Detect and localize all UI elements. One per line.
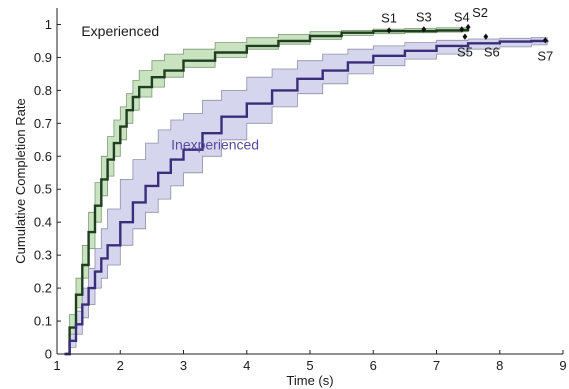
x-tick-label: 9 xyxy=(559,358,566,373)
y-tick-label: 0.9 xyxy=(34,50,52,65)
annotation-experienced: Experienced xyxy=(81,23,159,39)
y-tick-label: 0.5 xyxy=(34,182,52,197)
marker-label-s5: S5 xyxy=(457,45,473,60)
marker-label-s2: S2 xyxy=(472,5,488,20)
y-tick-label: 0.2 xyxy=(34,281,52,296)
x-tick-label: 6 xyxy=(370,358,377,373)
y-tick-label: 0.3 xyxy=(34,248,52,263)
marker-s2 xyxy=(465,23,471,31)
x-tick-label: 2 xyxy=(117,358,124,373)
x-tick-label: 4 xyxy=(243,358,250,373)
marker-s6 xyxy=(483,33,489,40)
annotation-inexperienced: Inexperienced xyxy=(171,137,259,153)
marker-label-s1: S1 xyxy=(381,10,397,25)
marker-s3 xyxy=(421,26,427,33)
series-line-experienced xyxy=(64,28,470,356)
marker-s4 xyxy=(459,26,465,33)
marker-label-s4: S4 xyxy=(454,9,470,24)
axes: 1 2 3 4 5 6 7 8 9 0 0.1 0.2 0.3 0.4 0.5 0.6 0.7 0.8 0.9 1 xyxy=(34,8,567,373)
x-tick-label: 3 xyxy=(180,358,187,373)
y-tick-label: 0.4 xyxy=(34,215,52,230)
y-tick-label: 1 xyxy=(45,17,52,32)
confidence-bands xyxy=(64,27,548,355)
marker-s1 xyxy=(386,27,392,34)
x-tick-label: 8 xyxy=(496,358,503,373)
marker-s5 xyxy=(462,33,468,40)
marker-label-s3: S3 xyxy=(416,9,432,24)
y-axis-title: Cumulative Completion Rate xyxy=(13,98,28,263)
marker-label-s6: S6 xyxy=(484,45,500,60)
y-tick-label: 0.8 xyxy=(34,83,52,98)
y-tick-label: 0.1 xyxy=(34,314,52,329)
series-lines xyxy=(64,28,549,356)
x-tick-label: 5 xyxy=(306,358,313,373)
x-tick-label: 7 xyxy=(433,358,440,373)
series-annotations: Experienced Inexperienced xyxy=(81,23,259,153)
session-markers: S1 S3 S4 S2 S5 S6 S7 xyxy=(381,5,553,63)
y-tick-label: 0.7 xyxy=(34,116,52,131)
x-tick-label: 1 xyxy=(53,358,60,373)
series-line-inexperienced xyxy=(64,39,549,356)
marker-label-s7: S7 xyxy=(537,48,553,63)
marker-s7 xyxy=(542,37,548,44)
y-tick-label: 0 xyxy=(45,347,52,362)
x-axis-title: Time (s) xyxy=(286,373,333,388)
y-tick-label: 0.6 xyxy=(34,149,52,164)
confidence-band-experienced xyxy=(64,27,469,355)
